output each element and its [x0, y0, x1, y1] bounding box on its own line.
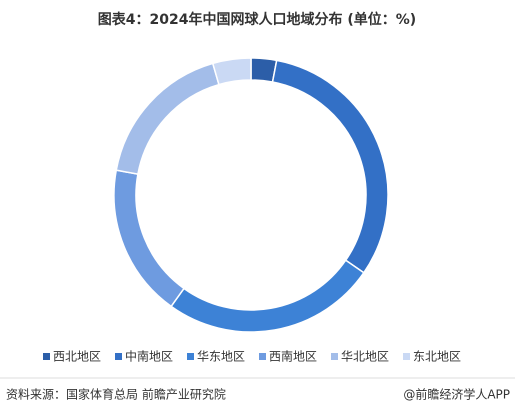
donut-segment — [271, 59, 389, 274]
legend-label: 东北地区 — [413, 350, 461, 364]
legend-swatch — [187, 353, 194, 360]
donut-segment — [170, 259, 365, 333]
source: 资料来源：国家体育总局 前瞻产业研究院 — [6, 387, 226, 402]
chart-title: 图表4：2024年中国网球人口地域分布 (单位：%) — [98, 11, 416, 28]
legend-swatch — [403, 353, 410, 360]
legend-swatch — [115, 353, 122, 360]
legend-label: 西南地区 — [269, 349, 317, 364]
legend-swatch — [331, 353, 338, 360]
legend-swatch — [259, 353, 266, 360]
legend-label: 中南地区 — [125, 349, 173, 364]
legend-label: 华北地区 — [341, 350, 389, 364]
donut-segment — [211, 57, 252, 86]
brand: @前瞻经济学人APP — [403, 387, 510, 402]
legend-label: 西北地区 — [53, 350, 101, 364]
legend-swatch — [43, 353, 50, 360]
donut-segment — [113, 169, 186, 308]
donut-segment — [115, 62, 220, 176]
legend-label: 华东地区 — [197, 350, 245, 364]
